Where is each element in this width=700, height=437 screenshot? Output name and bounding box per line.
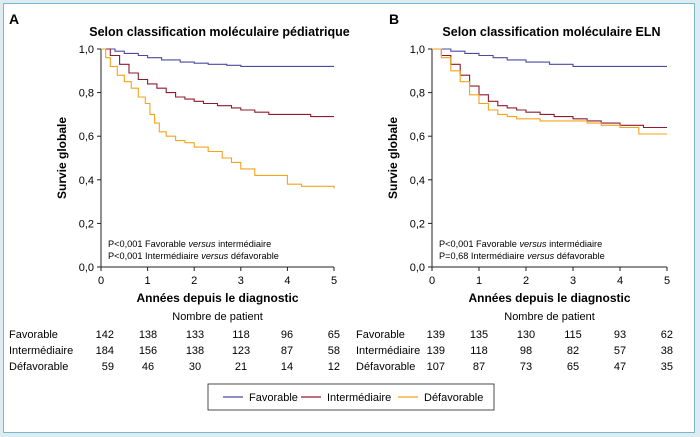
risk-count: 87 — [473, 361, 485, 373]
x-tick-label: 5 — [664, 275, 670, 287]
risk-row-label: Intermédiaire — [9, 345, 73, 357]
panel-title: Selon classification moléculaire pédiatr… — [89, 25, 350, 39]
risk-row-label: Défavorable — [356, 361, 415, 373]
risk-count: 58 — [328, 345, 340, 357]
risk-row-label: Favorable — [356, 329, 405, 341]
legend-label: Intermédiaire — [327, 392, 391, 404]
risk-count: 115 — [564, 329, 582, 341]
risk-count: 138 — [139, 329, 157, 341]
y-tick-label: 0,0 — [79, 262, 94, 274]
risk-count: 82 — [567, 345, 579, 357]
x-tick-label: 4 — [617, 275, 623, 287]
risk-count: 142 — [96, 329, 114, 341]
risk-count: 118 — [470, 345, 488, 357]
risk-count: 73 — [520, 361, 532, 373]
x-tick-label: 4 — [284, 275, 290, 287]
risk-count: 14 — [281, 361, 293, 373]
risk-count: 62 — [661, 329, 673, 341]
panel-A: A Selon classification moléculaire pédiat… — [9, 11, 350, 373]
x-tick-label: 2 — [523, 275, 529, 287]
y-tick-label: 0,2 — [410, 218, 425, 230]
curve-intermédiaire — [432, 48, 667, 129]
y-tick-label: 0,4 — [410, 175, 425, 187]
risk-count: 59 — [102, 361, 114, 373]
x-tick-label: 2 — [191, 275, 197, 287]
risk-count: 57 — [614, 345, 626, 357]
panel-letter: B — [389, 11, 399, 27]
x-axis-title: Années depuis le diagnostic — [468, 291, 630, 305]
y-tick-label: 0,0 — [410, 262, 425, 274]
risk-count: 138 — [186, 345, 204, 357]
risk-row-label: Intermédiaire — [356, 345, 420, 357]
risk-count: 118 — [232, 329, 250, 341]
x-tick-label: 3 — [238, 275, 244, 287]
legend-label: Favorable — [249, 392, 298, 404]
risk-count: 139 — [427, 345, 445, 357]
x-tick-label: 1 — [145, 275, 151, 287]
y-tick-label: 0,6 — [79, 131, 94, 143]
risk-count: 21 — [235, 361, 247, 373]
risk-table-heading: Nombre de patient — [172, 311, 263, 323]
y-tick-label: 1,0 — [79, 44, 94, 56]
y-tick-label: 0,8 — [410, 88, 425, 100]
panel-title: Selon classification moléculaire ELN — [442, 25, 660, 39]
risk-count: 123 — [232, 345, 250, 357]
risk-count: 133 — [186, 329, 204, 341]
risk-count: 135 — [470, 329, 488, 341]
x-tick-label: 0 — [98, 275, 104, 287]
x-tick-label: 3 — [570, 275, 576, 287]
x-axis-title: Années depuis le diagnostic — [136, 291, 298, 305]
p-value-note: P<0,001 Favorable versus intermédiaire — [108, 239, 271, 249]
x-tick-label: 0 — [429, 275, 435, 287]
panel-B: B Selon classification moléculaire ELN 0,0… — [356, 11, 673, 373]
p-value-note: P=0,68 Intermédiaire versus défavorable — [439, 251, 605, 261]
risk-count: 46 — [142, 361, 154, 373]
risk-row-label: Défavorable — [9, 361, 68, 373]
risk-count: 38 — [661, 345, 673, 357]
risk-count: 184 — [96, 345, 114, 357]
curve-intermédiaire — [101, 48, 334, 118]
y-tick-label: 1,0 — [410, 44, 425, 56]
risk-count: 30 — [189, 361, 201, 373]
risk-count: 139 — [427, 329, 445, 341]
curve-défavorable — [101, 48, 335, 189]
risk-count: 130 — [517, 329, 535, 341]
y-tick-label: 0,6 — [410, 131, 425, 143]
y-axis-title: Survie globale — [386, 117, 400, 199]
risk-count: 96 — [281, 329, 293, 341]
risk-count: 98 — [520, 345, 532, 357]
risk-count: 87 — [281, 345, 293, 357]
risk-table-heading: Nombre de patient — [504, 311, 595, 323]
curve-défavorable — [432, 48, 667, 135]
risk-count: 156 — [139, 345, 157, 357]
panel-letter: A — [9, 11, 19, 27]
y-tick-label: 0,8 — [79, 88, 94, 100]
risk-count: 47 — [614, 361, 626, 373]
risk-row-label: Favorable — [9, 329, 58, 341]
p-value-note: P<0,001 Favorable versus intermédiaire — [439, 239, 602, 249]
curve-favorable — [101, 48, 334, 67]
y-axis-title: Survie globale — [55, 117, 69, 199]
p-value-note: P<0,001 Intermédiaire versus défavorable — [108, 251, 279, 261]
y-tick-label: 0,2 — [79, 218, 94, 230]
risk-count: 107 — [427, 361, 445, 373]
risk-count: 12 — [328, 361, 340, 373]
curve-favorable — [432, 48, 667, 67]
risk-count: 65 — [328, 329, 340, 341]
risk-count: 65 — [567, 361, 579, 373]
risk-count: 35 — [661, 361, 673, 373]
x-tick-label: 1 — [476, 275, 482, 287]
legend-label: Défavorable — [424, 392, 483, 404]
risk-count: 93 — [614, 329, 626, 341]
legend: Favorable Intermédiaire Défavorable — [207, 383, 495, 411]
x-tick-label: 5 — [331, 275, 337, 287]
legend-box — [207, 383, 495, 411]
y-tick-label: 0,4 — [79, 175, 94, 187]
